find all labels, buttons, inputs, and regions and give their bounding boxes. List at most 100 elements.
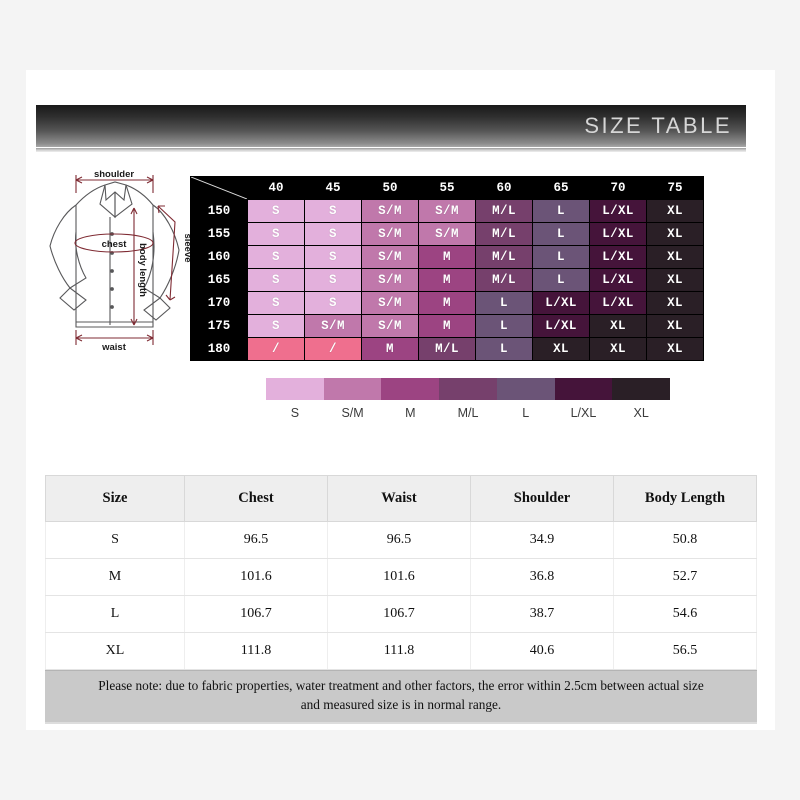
banner-underline xyxy=(36,148,746,152)
measurement-cell: 40.6 xyxy=(470,632,614,670)
matrix-cell: XL xyxy=(646,314,704,338)
matrix-row: 160 S S S/M M M/L L L/XL XL xyxy=(190,245,704,269)
matrix-cell: / xyxy=(247,337,305,361)
measurement-cell: 106.7 xyxy=(327,595,471,633)
legend-label-S: S xyxy=(290,406,300,420)
matrix-cell: S xyxy=(247,199,305,223)
legend-swatch-S-M xyxy=(323,378,382,400)
matrix-cell: M/L xyxy=(475,222,533,246)
measurement-header-body-length: Body Length xyxy=(613,475,757,522)
measurement-cell: 111.8 xyxy=(327,632,471,670)
measurement-cell: 56.5 xyxy=(613,632,757,670)
matrix-cell: L xyxy=(475,291,533,315)
measurement-cell: L xyxy=(45,595,185,633)
matrix-cell: S xyxy=(304,222,362,246)
matrix-cell: M xyxy=(418,314,476,338)
matrix-cell: XL xyxy=(589,337,647,361)
matrix-row: 175 S S/M S/M M L L/XL XL XL xyxy=(190,314,704,338)
measurement-cell: 54.6 xyxy=(613,595,757,633)
measurement-header-size: Size xyxy=(45,475,185,522)
matrix-cell: S/M xyxy=(418,222,476,246)
content-card: SIZE TABLE xyxy=(26,70,775,730)
measurement-header-row: Size Chest Waist Shoulder Body Length xyxy=(45,475,757,522)
matrix-cell: L/XL xyxy=(589,291,647,315)
matrix-cell: XL xyxy=(646,222,704,246)
matrix-cell: L/XL xyxy=(532,314,590,338)
legend-swatch-L-XL xyxy=(554,378,613,400)
measurement-cell: 106.7 xyxy=(184,595,328,633)
matrix-cell: S/M xyxy=(361,222,419,246)
legend-swatch-row xyxy=(266,378,671,400)
matrix-cell: L xyxy=(532,199,590,223)
matrix-col-header-40: 40 xyxy=(247,176,305,200)
matrix-cell: M xyxy=(418,245,476,269)
legend-label-L-XL: L/XL xyxy=(570,406,597,420)
measurement-cell: 96.5 xyxy=(184,521,328,559)
matrix-cell: L/XL xyxy=(532,291,590,315)
matrix-cell: L/XL xyxy=(589,199,647,223)
matrix-row-header-175: 175 xyxy=(190,314,248,338)
matrix-cell: S xyxy=(247,245,305,269)
matrix-col-header-70: 70 xyxy=(589,176,647,200)
matrix-cell: L/XL xyxy=(589,222,647,246)
matrix-cell: S xyxy=(247,291,305,315)
matrix-row-header-165: 165 xyxy=(190,268,248,292)
matrix-cell: S/M xyxy=(361,291,419,315)
size-matrix: 40 45 50 55 60 65 70 75 150 S S S/M S/M M/L L L/XL XL 15… xyxy=(190,176,704,361)
legend-label-XL: XL xyxy=(633,406,649,420)
measurement-cell: XL xyxy=(45,632,185,670)
matrix-cell: S xyxy=(247,268,305,292)
matrix-row: 155 S S S/M S/M M/L L L/XL XL xyxy=(190,222,704,246)
matrix-cell: M xyxy=(361,337,419,361)
matrix-col-header-75: 75 xyxy=(646,176,704,200)
matrix-cell: S/M xyxy=(304,314,362,338)
legend-label-M: M xyxy=(405,406,416,420)
measurement-row: XL 111.8 111.8 40.6 56.5 xyxy=(45,632,757,670)
diagram-label-sleeve: sleeve xyxy=(182,233,193,262)
measurement-row: S 96.5 96.5 34.9 50.8 xyxy=(45,521,757,559)
matrix-cell: M/L xyxy=(475,268,533,292)
note-bar: Please note: due to fabric properties, w… xyxy=(45,670,757,724)
matrix-cell: L/XL xyxy=(589,268,647,292)
matrix-cell: M xyxy=(418,291,476,315)
measurement-table-wrap: Size Chest Waist Shoulder Body Length S 96.5 9… xyxy=(45,475,757,724)
matrix-cell: S/M xyxy=(361,245,419,269)
measurement-cell: 50.8 xyxy=(613,521,757,559)
matrix-cell: / xyxy=(304,337,362,361)
matrix-cell: M/L xyxy=(418,337,476,361)
matrix-row: 150 S S S/M S/M M/L L L/XL XL xyxy=(190,199,704,223)
legend-swatch-M-L xyxy=(439,378,497,400)
matrix-cell: XL xyxy=(646,199,704,223)
measurement-header-waist: Waist xyxy=(327,475,471,522)
matrix-cell: S xyxy=(247,222,305,246)
matrix-cell: L/XL xyxy=(589,245,647,269)
matrix-cell: S xyxy=(247,314,305,338)
matrix-cell: M/L xyxy=(475,199,533,223)
measurement-cell: 111.8 xyxy=(184,632,328,670)
matrix-body: 150 S S S/M S/M M/L L L/XL XL 155 S S S/M S/M M/L L L/XL… xyxy=(190,199,704,361)
shirt-diagram: shoulder chest waist body length sleeve xyxy=(48,170,203,365)
measurement-row: L 106.7 106.7 38.7 54.6 xyxy=(45,595,757,633)
matrix-row: 170 S S S/M M L L/XL L/XL XL xyxy=(190,291,704,315)
matrix-row: 165 S S S/M M M/L L L/XL XL xyxy=(190,268,704,292)
measurement-row: M 101.6 101.6 36.8 52.7 xyxy=(45,558,757,596)
diagram-label-waist: waist xyxy=(101,342,127,353)
matrix-cell: XL xyxy=(646,245,704,269)
matrix-cell: XL xyxy=(532,337,590,361)
measurement-cell: 101.6 xyxy=(184,558,328,596)
legend-swatch-M xyxy=(381,378,440,400)
diagram-label-body-length: body length xyxy=(137,243,148,297)
measurement-cell: S xyxy=(45,521,185,559)
measurement-cell: 96.5 xyxy=(327,521,471,559)
legend-label-L: L xyxy=(522,406,530,420)
measurement-table: Size Chest Waist Shoulder Body Length S 96.5 9… xyxy=(45,475,757,670)
matrix-cell: L xyxy=(532,222,590,246)
matrix-row: 180// M M/L L XL XL XL xyxy=(190,337,704,361)
matrix-cell: XL xyxy=(589,314,647,338)
matrix-row-header-170: 170 xyxy=(190,291,248,315)
legend-label-row: S S/M M M/L L L/XL XL xyxy=(266,406,670,420)
measurement-header-chest: Chest xyxy=(184,475,328,522)
legend-swatch-XL xyxy=(612,378,671,400)
matrix-col-header-55: 55 xyxy=(418,176,476,200)
